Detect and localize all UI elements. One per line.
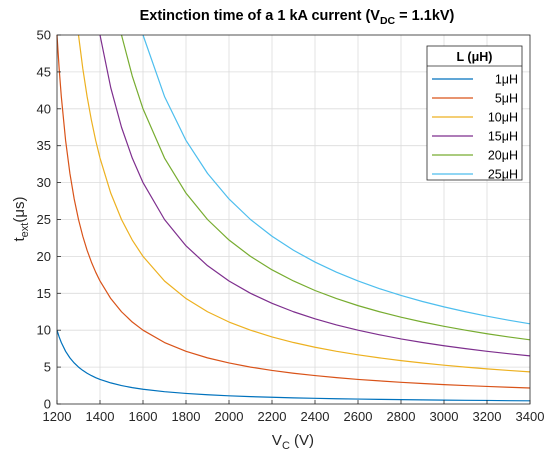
series-line-0 [56, 330, 531, 402]
y-tick-label: 15 [37, 286, 51, 301]
y-tick-label: 25 [37, 212, 51, 227]
series-line-4 [120, 34, 531, 341]
y-tick-label: 30 [37, 175, 51, 190]
legend-label-2: 10μH [488, 111, 518, 125]
x-tick-label: 2600 [344, 409, 373, 424]
x-tick-label: 1400 [86, 409, 115, 424]
x-tick-label: 2400 [301, 409, 330, 424]
x-axis-title: VC (V) [272, 432, 314, 452]
y-axis-title: text(μs) [11, 197, 31, 242]
legend: L (μH) 1μH 5μH 10μH 15μH 20μH 25μH [426, 45, 523, 182]
x-tick-label: 2800 [387, 409, 416, 424]
x-tick-label: 1800 [172, 409, 201, 424]
x-tick-label: 2000 [215, 409, 244, 424]
y-tick-label: 10 [37, 323, 51, 338]
y-tick-label: 5 [44, 360, 51, 375]
chart-title: Extinction time of a 1 kA current (VDC =… [140, 8, 455, 27]
y-tick-label: 20 [37, 249, 51, 264]
series-line-1 [56, 34, 531, 389]
x-tick-label: 3000 [430, 409, 459, 424]
series-line-5 [142, 34, 531, 325]
legend-label-5: 25μH [488, 168, 518, 182]
legend-title: L (μH) [457, 50, 493, 64]
x-tick-label: 3200 [473, 409, 502, 424]
legend-label-1: 5μH [495, 92, 518, 106]
axis-ticks: 1200 1400 1600 1800 2000 2200 2400 2600 2800 3000… [37, 28, 545, 425]
series-line-3 [99, 34, 531, 357]
series-line-2 [77, 34, 531, 373]
y-tick-label: 40 [37, 101, 51, 116]
x-tick-label: 1200 [43, 409, 72, 424]
legend-box [426, 45, 523, 181]
x-tick-label: 2200 [258, 409, 287, 424]
y-tick-label: 45 [37, 64, 51, 79]
legend-label-4: 20μH [488, 149, 518, 163]
y-tick-label: 35 [37, 138, 51, 153]
y-tick-label: 0 [44, 397, 51, 412]
series-lines [56, 34, 531, 402]
y-tick-label: 50 [37, 28, 51, 43]
legend-label-3: 15μH [488, 130, 518, 144]
legend-label-0: 1μH [495, 73, 518, 87]
legend-items: 1μH 5μH 10μH 15μH 20μH 25μH [432, 73, 518, 182]
x-tick-label: 3400 [516, 409, 545, 424]
x-tick-label: 1600 [129, 409, 158, 424]
